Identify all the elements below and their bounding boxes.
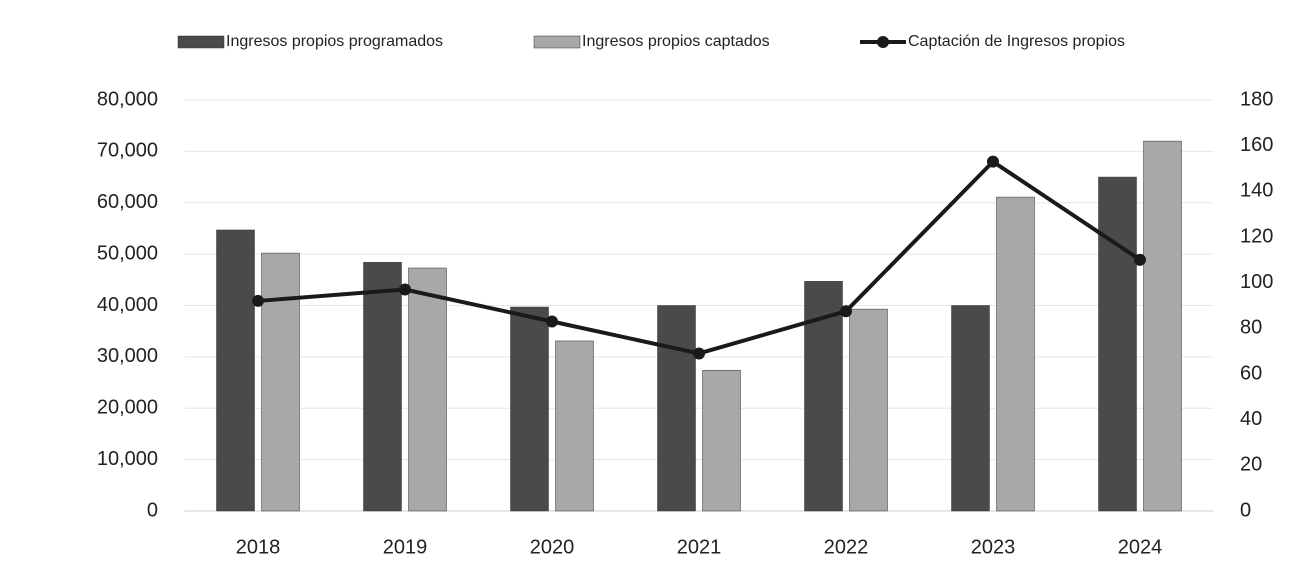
line-marker	[1134, 253, 1146, 266]
line-marker	[252, 294, 264, 307]
bar	[849, 308, 888, 512]
bar	[702, 369, 741, 512]
y2-tick-label: 40	[1240, 408, 1262, 430]
y-tick-label: 80,000	[97, 88, 158, 110]
legend-label: Captación de Ingresos propios	[908, 33, 1125, 50]
bar	[1143, 140, 1182, 512]
bar	[555, 340, 594, 512]
y2-tick-label: 160	[1240, 134, 1273, 156]
y2-tick-label: 180	[1240, 88, 1273, 110]
bar	[951, 305, 990, 512]
bar	[408, 267, 447, 512]
bar	[216, 229, 255, 512]
x-tick-label: 2024	[1118, 536, 1163, 558]
y2-tick-label: 60	[1240, 362, 1262, 384]
x-tick-label: 2020	[530, 536, 575, 558]
bar	[510, 306, 549, 512]
y-tick-label: 10,000	[97, 448, 158, 470]
line-marker	[987, 155, 999, 168]
bar	[1098, 176, 1137, 512]
y2-tick-label: 100	[1240, 271, 1273, 293]
y-tick-label: 70,000	[97, 140, 158, 162]
line-marker	[546, 315, 558, 328]
x-tick-label: 2023	[971, 536, 1016, 558]
line-marker	[693, 347, 705, 360]
line-marker	[840, 305, 852, 318]
bar	[363, 262, 402, 512]
legend-swatch	[177, 35, 225, 49]
y-tick-label: 30,000	[97, 345, 158, 367]
y2-tick-label: 80	[1240, 317, 1262, 339]
bar	[996, 196, 1035, 512]
y2-tick-label: 0	[1240, 499, 1251, 521]
legend-label: Ingresos propios captados	[582, 33, 770, 50]
y-tick-label: 0	[147, 499, 158, 521]
y2-tick-label: 120	[1240, 225, 1273, 247]
y-tick-label: 60,000	[97, 191, 158, 213]
legend-label: Ingresos propios programados	[226, 33, 443, 50]
x-tick-label: 2021	[677, 536, 722, 558]
x-tick-label: 2019	[383, 536, 428, 558]
line-marker	[399, 283, 411, 296]
y-tick-label: 50,000	[97, 242, 158, 264]
y-tick-label: 20,000	[97, 397, 158, 419]
y2-tick-label: 20	[1240, 454, 1262, 476]
x-tick-label: 2022	[824, 536, 869, 558]
bar	[261, 252, 300, 512]
bar	[657, 305, 696, 512]
legend-swatch	[533, 35, 581, 49]
legend-marker	[877, 36, 889, 48]
x-tick-label: 2018	[236, 536, 281, 558]
y2-tick-label: 140	[1240, 180, 1273, 202]
y-tick-label: 40,000	[97, 294, 158, 316]
